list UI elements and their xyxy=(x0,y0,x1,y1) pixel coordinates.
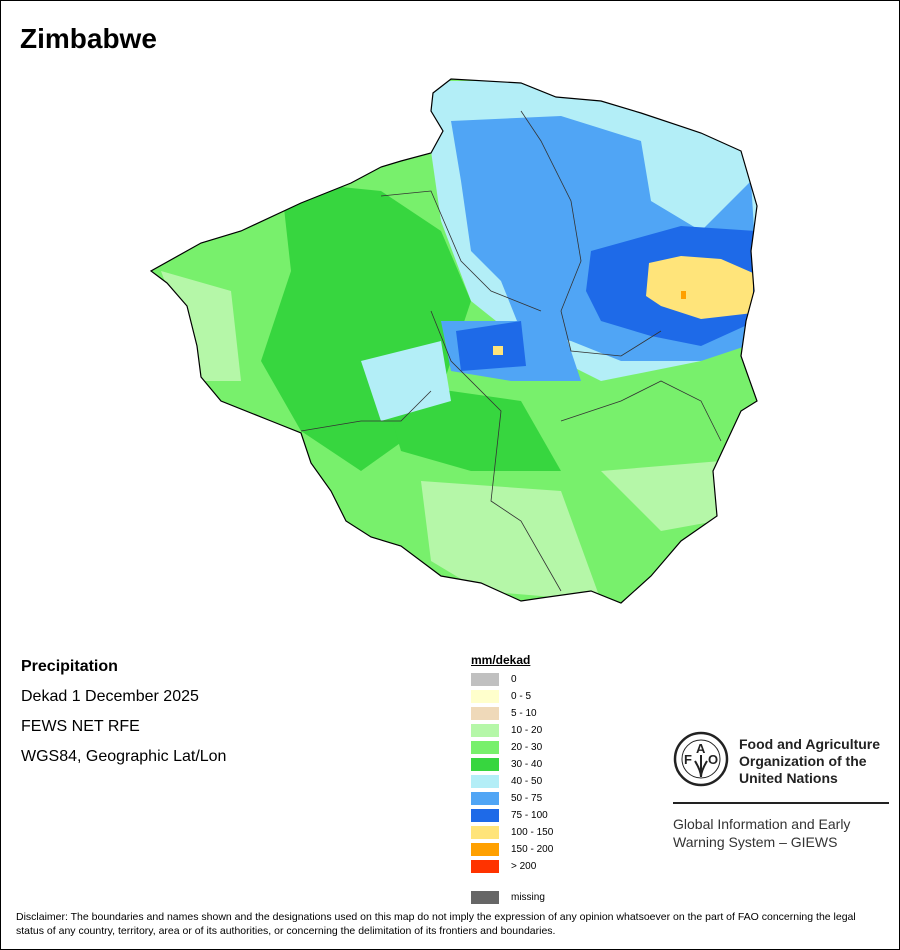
legend-item: > 200 xyxy=(471,858,553,875)
legend-swatch xyxy=(471,860,499,873)
precip-100-150 xyxy=(493,346,503,355)
legend-swatch xyxy=(471,891,499,904)
variable-label: Precipitation xyxy=(21,658,118,675)
legend-item: 75 - 100 xyxy=(471,807,553,824)
legend-item: 40 - 50 xyxy=(471,773,553,790)
legend-item: 0 - 5 xyxy=(471,688,553,705)
legend-swatch xyxy=(471,809,499,822)
legend-swatch xyxy=(471,792,499,805)
legend-label: 30 - 40 xyxy=(511,759,543,770)
legend-item: 10 - 20 xyxy=(471,722,553,739)
svg-text:F: F xyxy=(684,752,692,767)
fao-name: Food and Agriculture Organization of the… xyxy=(739,736,880,787)
projection-label: WGS84, Geographic Lat/Lon xyxy=(21,748,227,765)
source-label: FEWS NET RFE xyxy=(21,718,140,735)
giews-line: Warning System – GIEWS xyxy=(673,834,838,850)
precip-10-20 xyxy=(421,481,601,601)
legend-label: 10 - 20 xyxy=(511,725,543,736)
legend-label: 100 - 150 xyxy=(511,827,554,838)
precip-100-150 xyxy=(646,256,753,319)
legend: mm/dekad 0 0 - 5 5 - 10 10 - 20 20 - 30 30 - … xyxy=(471,653,553,906)
legend-label: 0 - 5 xyxy=(511,691,532,702)
legend-label: 0 xyxy=(511,674,517,685)
legend-title: mm/dekad xyxy=(471,653,531,667)
legend-item: 0 xyxy=(471,671,553,688)
legend-label: 150 - 200 xyxy=(511,844,554,855)
fao-logo-icon: F A O xyxy=(673,731,729,787)
legend-item: 5 - 10 xyxy=(471,705,553,722)
giews-name: Global Information and Early Warning Sys… xyxy=(673,815,850,851)
legend-item: 150 - 200 xyxy=(471,841,553,858)
fao-name-line: Organization of the xyxy=(739,753,867,769)
disclaimer: Disclaimer: The boundaries and names sho… xyxy=(16,911,856,937)
legend-label: missing xyxy=(511,892,545,903)
legend-swatch xyxy=(471,775,499,788)
legend-item: 50 - 75 xyxy=(471,790,553,807)
divider xyxy=(673,802,889,804)
legend-swatch xyxy=(471,758,499,771)
legend-label: 50 - 75 xyxy=(511,793,543,804)
legend-item-missing: missing xyxy=(471,889,553,906)
legend-swatch xyxy=(471,826,499,839)
legend-swatch xyxy=(471,724,499,737)
legend-label: 40 - 50 xyxy=(511,776,543,787)
svg-text:O: O xyxy=(708,752,718,767)
legend-swatch xyxy=(471,843,499,856)
legend-item: 100 - 150 xyxy=(471,824,553,841)
legend-swatch xyxy=(471,741,499,754)
legend-swatch xyxy=(471,673,499,686)
precip-10-20 xyxy=(601,461,721,531)
legend-label: 75 - 100 xyxy=(511,810,548,821)
precip-75-100 xyxy=(456,321,526,371)
legend-item: 30 - 40 xyxy=(471,756,553,773)
svg-text:A: A xyxy=(696,741,706,756)
legend-label: 20 - 30 xyxy=(511,742,543,753)
giews-line: Global Information and Early xyxy=(673,816,851,832)
precipitation-map xyxy=(150,78,758,604)
province-boundaries xyxy=(300,110,722,592)
fao-name-line: Food and Agriculture xyxy=(739,736,881,752)
map-title: Zimbabwe xyxy=(20,23,157,54)
legend-item: 20 - 30 xyxy=(471,739,553,756)
legend-swatch xyxy=(471,707,499,720)
period-label: Dekad 1 December 2025 xyxy=(21,688,199,705)
legend-swatch xyxy=(471,690,499,703)
map-info: Precipitation Dekad 1 December 2025 FEWS… xyxy=(21,658,226,778)
precip-40-50 xyxy=(361,341,451,421)
legend-label: > 200 xyxy=(511,861,537,872)
legend-label: 5 - 10 xyxy=(511,708,537,719)
precip-150-200 xyxy=(681,291,686,299)
fao-name-line: United Nations xyxy=(739,770,838,786)
